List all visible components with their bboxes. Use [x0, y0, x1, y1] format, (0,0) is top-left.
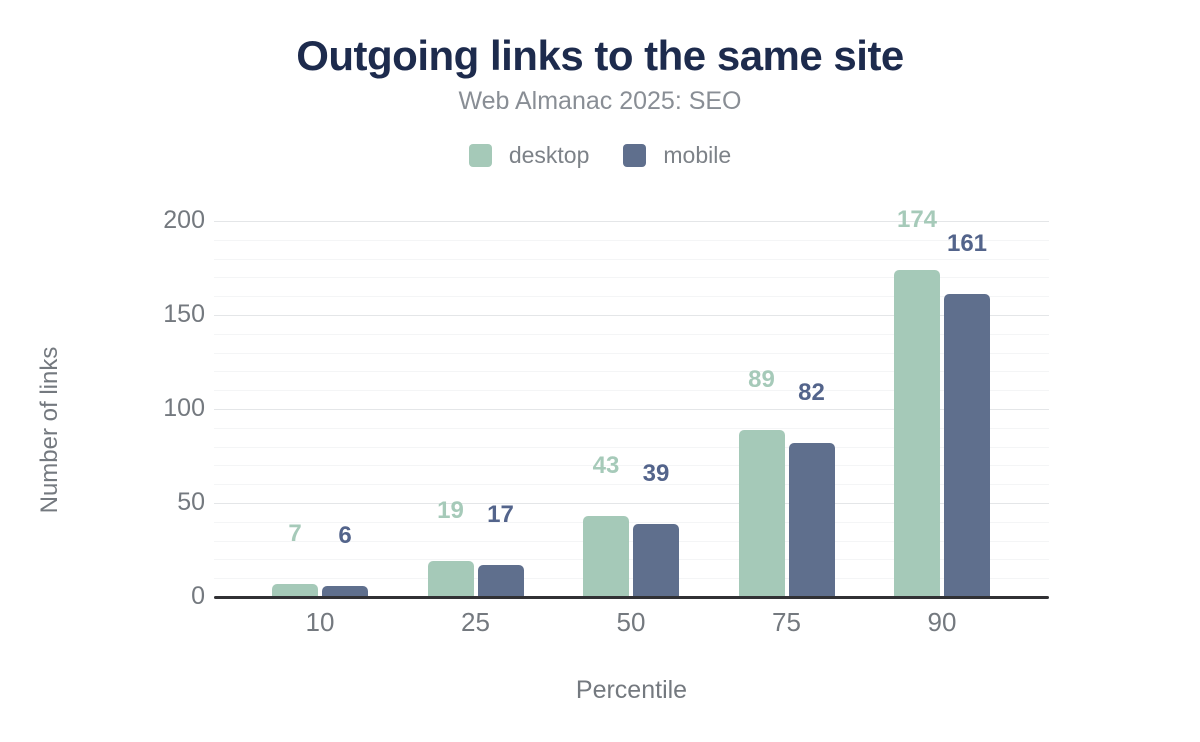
x-axis-tick-label: 25 — [461, 607, 490, 637]
gridline-minor — [214, 352, 1049, 354]
bar-mobile-p90 — [944, 294, 990, 597]
chart-subtitle: Web Almanac 2025: SEO — [458, 87, 742, 115]
gridline-minor — [214, 540, 1049, 542]
legend-item-mobile: mobile — [623, 142, 731, 169]
chart-legend: desktop mobile — [0, 142, 1200, 169]
gridline-minor — [214, 465, 1049, 467]
bar-desktop-p25 — [427, 561, 474, 597]
gridline-minor — [214, 371, 1049, 373]
x-axis-tick-label: 75 — [772, 607, 801, 637]
x-axis-tick-label: 10 — [305, 607, 335, 637]
legend-label: desktop — [508, 142, 590, 168]
bar-value-label-mobile: 17 — [487, 501, 514, 528]
chart-title: Outgoing links to the same site — [296, 32, 904, 79]
x-axis-tick-label: 50 — [616, 607, 646, 637]
bar-value-label-desktop: 174 — [896, 205, 938, 233]
x-axis-title: Percentile — [575, 676, 688, 704]
bar-value-label-desktop: 19 — [437, 497, 464, 525]
y-axis-tick-label: 0 — [191, 582, 205, 610]
y-axis-tick-label: 200 — [163, 206, 205, 234]
bar-value-label-mobile: 161 — [946, 230, 988, 258]
gridline-major — [214, 315, 1049, 316]
gridline-major — [214, 503, 1049, 504]
bar-mobile-p50 — [633, 523, 679, 597]
legend-swatch-desktop — [468, 144, 492, 167]
y-axis-tick-label: 150 — [163, 300, 205, 328]
bar-mobile-p25 — [477, 565, 524, 597]
x-axis-line — [214, 596, 1049, 599]
gridline-minor — [214, 446, 1049, 448]
legend-swatch-mobile — [623, 144, 647, 167]
y-axis-tick-label: 100 — [163, 394, 205, 422]
legend-label: mobile — [663, 142, 732, 168]
gridline-minor — [214, 258, 1049, 260]
gridline-minor — [214, 427, 1049, 429]
gridline-major — [214, 409, 1049, 410]
x-axis-tick-label: 90 — [927, 607, 957, 637]
bar-mobile-p75 — [788, 442, 835, 597]
gridline-minor — [214, 390, 1049, 392]
gridline-minor — [214, 333, 1049, 335]
gridline-major — [214, 221, 1049, 222]
gridline-minor — [214, 239, 1049, 241]
legend-item-desktop: desktop — [468, 142, 590, 169]
bar-value-label-desktop: 43 — [592, 452, 620, 480]
gridline-minor — [214, 296, 1049, 298]
bar-value-label-desktop: 89 — [748, 365, 775, 393]
y-axis-title: Number of links — [36, 346, 63, 514]
gridline-minor — [214, 559, 1049, 561]
bar-value-label-mobile: 39 — [642, 459, 670, 487]
bar-mobile-p10 — [322, 585, 368, 597]
bar-desktop-p10 — [272, 583, 318, 597]
gridline-minor — [214, 277, 1049, 279]
bar-value-label-mobile: 6 — [338, 521, 352, 549]
gridline-minor — [214, 578, 1049, 580]
bar-value-label-desktop: 7 — [288, 519, 302, 547]
gridline-minor — [214, 521, 1049, 523]
bar-value-label-mobile: 82 — [798, 378, 825, 406]
bar-desktop-p50 — [583, 516, 629, 597]
gridline-minor — [214, 484, 1049, 486]
bar-desktop-p90 — [894, 269, 940, 597]
y-axis-tick-label: 50 — [177, 488, 205, 516]
bar-desktop-p75 — [738, 429, 785, 597]
